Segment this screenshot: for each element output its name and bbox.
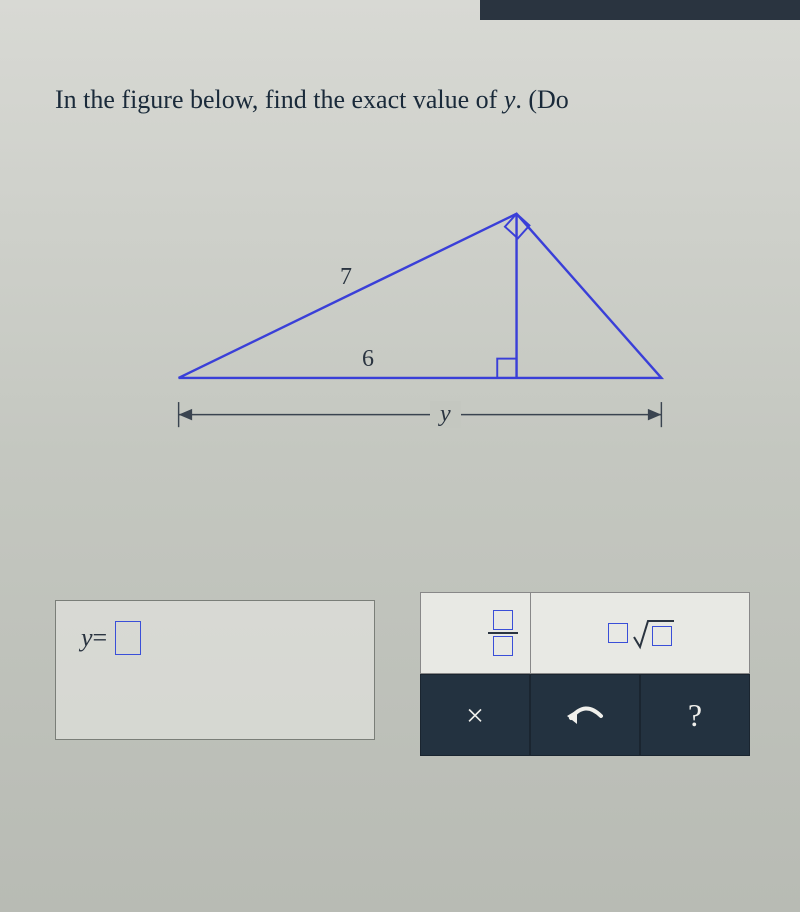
answer-variable: y	[81, 623, 93, 653]
triangle-svg	[140, 180, 700, 460]
tool-palette: × ?	[420, 592, 750, 756]
clear-icon: ×	[466, 697, 484, 734]
help-button[interactable]: ?	[640, 674, 750, 756]
question-prefix: In the figure below, find the exact valu…	[55, 85, 504, 114]
top-dark-bar	[480, 0, 800, 20]
label-hypotenuse-7: 7	[340, 264, 352, 291]
answer-expression: y =	[81, 621, 349, 655]
undo-button[interactable]	[530, 674, 640, 756]
geometry-figure: 7 6 y	[140, 180, 700, 460]
answer-equals: =	[93, 623, 108, 653]
fraction-icon	[488, 610, 518, 656]
question-suffix: . (Do	[515, 85, 568, 114]
clear-button[interactable]: ×	[420, 674, 530, 756]
sqrt-icon	[608, 615, 672, 651]
label-base-6: 6	[362, 346, 374, 373]
help-icon: ?	[688, 697, 702, 734]
question-text: In the figure below, find the exact valu…	[55, 85, 569, 115]
question-variable: y	[504, 85, 516, 114]
undo-icon	[565, 702, 605, 728]
label-y: y	[430, 401, 461, 428]
sqrt-button[interactable]	[530, 592, 750, 674]
answer-box: y =	[55, 600, 375, 740]
answer-input[interactable]	[115, 621, 141, 655]
